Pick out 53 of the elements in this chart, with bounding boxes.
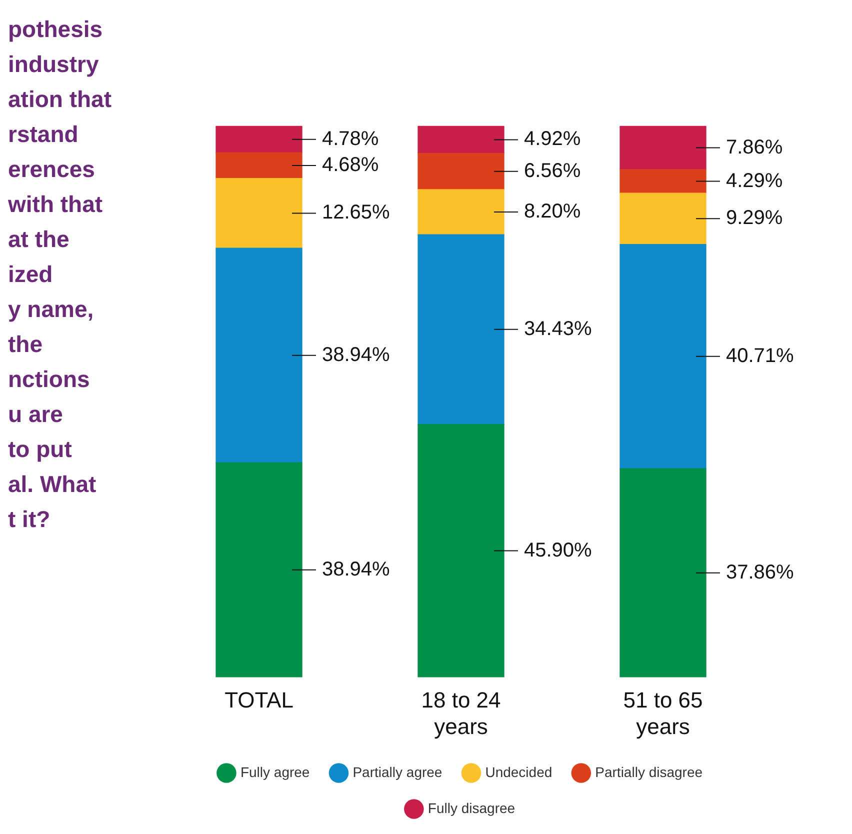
text: ized: [8, 260, 54, 289]
data-label: 34.43%: [524, 318, 592, 340]
data-label: 4.29%: [726, 170, 783, 192]
data-label: 7.86%: [726, 136, 783, 158]
text: erences: [8, 155, 96, 184]
bar: [216, 152, 302, 179]
bar: [216, 126, 302, 153]
data-label: 6.56%: [524, 160, 581, 182]
text: nctions: [8, 365, 91, 394]
legend-label: Undecided: [485, 764, 552, 780]
legend-label: Partially agree: [352, 764, 442, 780]
legend-label: Partially disagree: [595, 764, 703, 780]
legend-label: Fully disagree: [428, 800, 516, 816]
text: at the: [8, 225, 70, 254]
data-label: 38.94%: [322, 344, 390, 366]
data-label: 38.94%: [322, 558, 390, 580]
data-label: 4.92%: [524, 128, 581, 150]
bar: [620, 192, 706, 245]
text: the: [8, 330, 44, 359]
data-label: 9.29%: [726, 207, 783, 230]
x-tick-label: 51 to 65 years: [623, 687, 703, 739]
bar: [620, 126, 706, 170]
data-label: 37.86%: [726, 561, 794, 584]
bar: [620, 468, 706, 678]
text: y name,: [8, 295, 95, 324]
bar: [418, 126, 504, 154]
text: pothesis: [8, 15, 104, 44]
bar: [216, 462, 302, 678]
data-label: 40.71%: [726, 344, 794, 367]
text: rstand: [8, 120, 80, 149]
bar: [418, 152, 504, 190]
bar: [418, 424, 504, 678]
bar: [418, 234, 504, 425]
text: al. What: [8, 470, 98, 499]
x-tick-label: 18 to 24 years: [421, 687, 501, 739]
text: with that: [8, 190, 104, 219]
x-tick-label: TOTAL: [224, 687, 294, 712]
data-label: 12.65%: [322, 202, 390, 224]
data-label: 45.90%: [524, 539, 592, 562]
bar: [620, 169, 706, 194]
bar: [216, 178, 302, 248]
text: u are: [8, 400, 64, 429]
data-label: 4.78%: [322, 128, 379, 150]
bar: [418, 189, 504, 235]
text: to put: [8, 435, 73, 464]
bar: [216, 248, 302, 463]
legend-label: Fully agree: [240, 764, 310, 780]
data-label: 4.68%: [322, 154, 379, 176]
text: t it?: [8, 505, 52, 534]
text: industry: [8, 50, 100, 79]
data-label: 8.20%: [524, 200, 581, 223]
text: ation that: [8, 85, 112, 114]
bar: [620, 244, 706, 469]
